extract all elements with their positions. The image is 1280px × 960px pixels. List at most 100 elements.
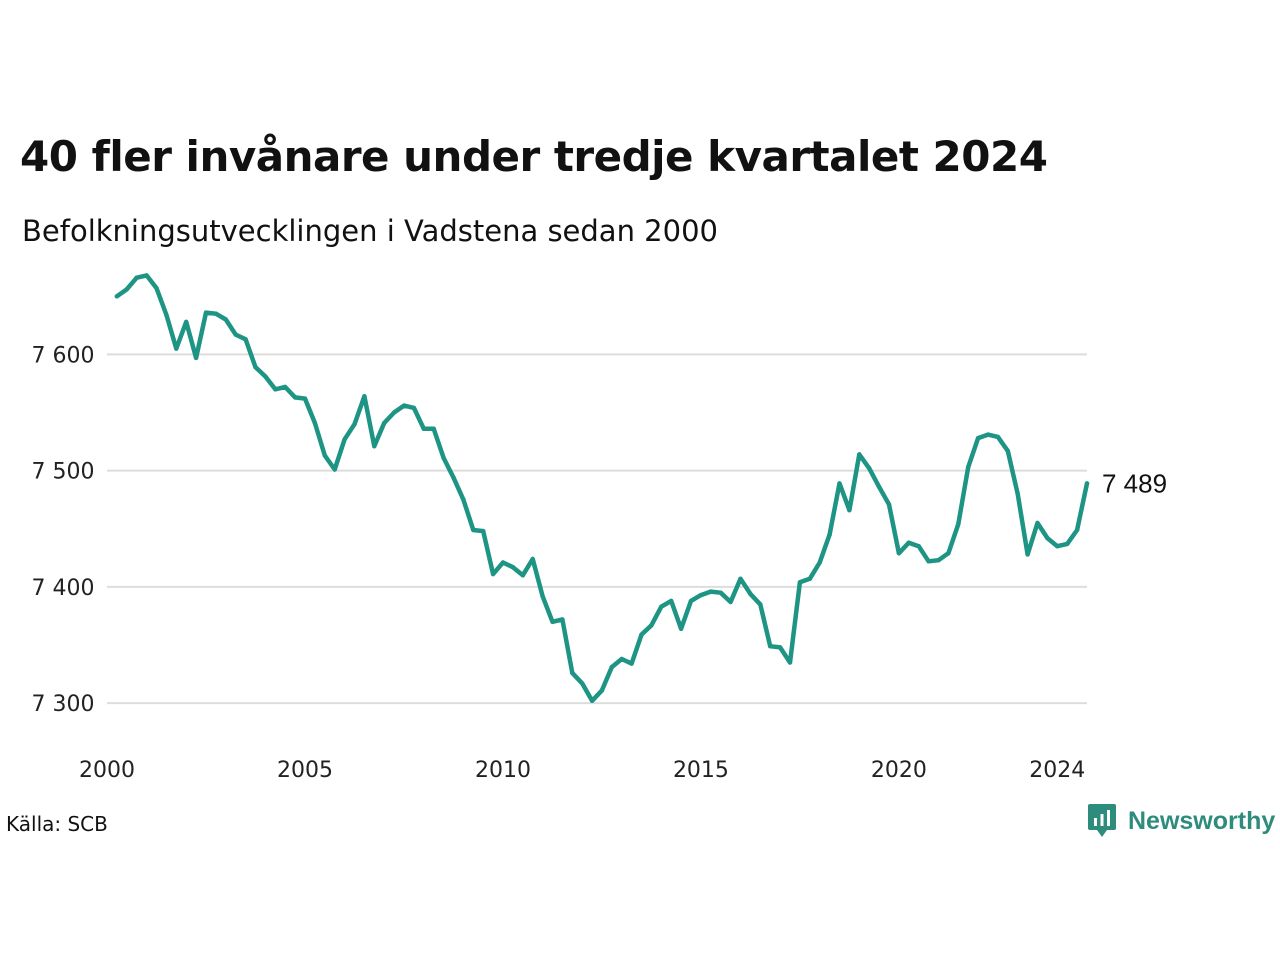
data-point	[372, 444, 377, 449]
data-point	[599, 688, 605, 693]
data-point	[589, 698, 595, 703]
data-point	[956, 521, 961, 527]
data-point	[1084, 481, 1090, 486]
data-point	[718, 590, 723, 595]
data-point	[530, 556, 535, 562]
data-point	[520, 573, 525, 578]
data-point	[886, 502, 892, 507]
data-point	[461, 497, 466, 502]
data-point	[570, 670, 575, 676]
x-tick-label: 2000	[79, 758, 135, 783]
data-point	[777, 645, 783, 650]
y-tick-label: 7 300	[32, 692, 95, 717]
data-point	[867, 466, 872, 471]
data-point	[401, 403, 407, 408]
data-point	[164, 312, 169, 318]
data-point	[985, 432, 991, 437]
data-point	[975, 435, 981, 441]
data-point	[233, 332, 238, 337]
data-point	[391, 410, 397, 415]
source-note: Källa: SCB	[6, 812, 108, 836]
series-layer	[114, 273, 1090, 704]
data-point	[273, 387, 278, 392]
data-point	[807, 576, 812, 581]
data-point	[639, 632, 644, 637]
grid-lines	[107, 353, 1087, 705]
end-label-layer: 7 489	[1102, 468, 1167, 498]
data-point	[738, 576, 743, 581]
data-point	[560, 617, 565, 622]
data-point	[1074, 527, 1080, 533]
data-point	[213, 311, 219, 316]
data-point	[471, 527, 476, 533]
data-point	[768, 644, 773, 649]
data-point	[906, 540, 911, 545]
data-point	[510, 565, 516, 570]
data-point	[481, 528, 486, 534]
data-point	[154, 285, 159, 291]
data-point	[609, 664, 614, 670]
data-point	[659, 604, 664, 609]
data-point	[114, 294, 120, 299]
data-point	[1035, 520, 1040, 526]
data-point	[223, 317, 228, 322]
data-point	[332, 467, 337, 472]
y-tick-label: 7 500	[32, 460, 95, 485]
data-point	[500, 560, 506, 565]
data-point	[946, 551, 951, 556]
data-point	[312, 420, 318, 426]
y-tick-label: 7 400	[32, 576, 95, 601]
data-point	[540, 594, 545, 599]
data-point	[253, 365, 258, 370]
y-axis-tick-labels: 7 300 7 400 7 500 7 600	[32, 343, 95, 717]
data-point	[1055, 544, 1060, 549]
data-point	[748, 591, 753, 597]
data-point	[322, 453, 327, 458]
data-point	[708, 589, 713, 594]
data-point	[926, 559, 931, 564]
data-point	[431, 426, 436, 431]
data-point	[678, 626, 684, 631]
data-point	[857, 452, 862, 457]
brand-logo: Newsworthy	[1088, 804, 1275, 838]
data-point	[411, 405, 417, 411]
data-point	[362, 394, 367, 399]
data-point	[263, 374, 268, 379]
data-point	[292, 395, 298, 400]
data-point	[1025, 552, 1030, 557]
data-point	[669, 598, 674, 604]
data-point	[1065, 541, 1070, 547]
data-point	[203, 310, 209, 315]
data-point	[698, 592, 704, 598]
data-point	[283, 384, 288, 390]
y-tick-label: 7 600	[32, 343, 95, 368]
data-point	[580, 681, 585, 686]
data-point	[490, 571, 496, 577]
line-chart: 7 300 7 400 7 500 7 600 2000 2005 2010 2015 202…	[32, 273, 1167, 783]
data-point	[688, 598, 694, 604]
data-point	[619, 656, 624, 662]
data-point	[817, 560, 822, 565]
data-point	[629, 661, 634, 666]
data-point	[124, 287, 129, 292]
data-point	[837, 481, 842, 486]
data-point	[966, 465, 971, 470]
data-point	[728, 599, 733, 605]
data-point	[243, 337, 248, 342]
data-point	[451, 475, 456, 480]
data-point	[421, 426, 426, 431]
x-tick-label: 2010	[475, 758, 531, 783]
x-tick-label: 2020	[871, 758, 927, 783]
data-point	[896, 551, 902, 556]
data-point	[1045, 535, 1050, 541]
chart-subtitle: Befolkningsutvecklingen i Vadstena sedan…	[22, 214, 718, 248]
data-point	[876, 484, 882, 490]
data-point	[550, 619, 555, 624]
data-point	[1015, 491, 1020, 497]
data-point	[827, 532, 832, 537]
data-point	[184, 319, 189, 325]
data-point	[787, 660, 793, 665]
data-point	[144, 273, 149, 278]
chart-title: 40 fler invånare under tredje kvartalet …	[20, 132, 1048, 181]
x-tick-label: 2024	[1029, 758, 1085, 783]
